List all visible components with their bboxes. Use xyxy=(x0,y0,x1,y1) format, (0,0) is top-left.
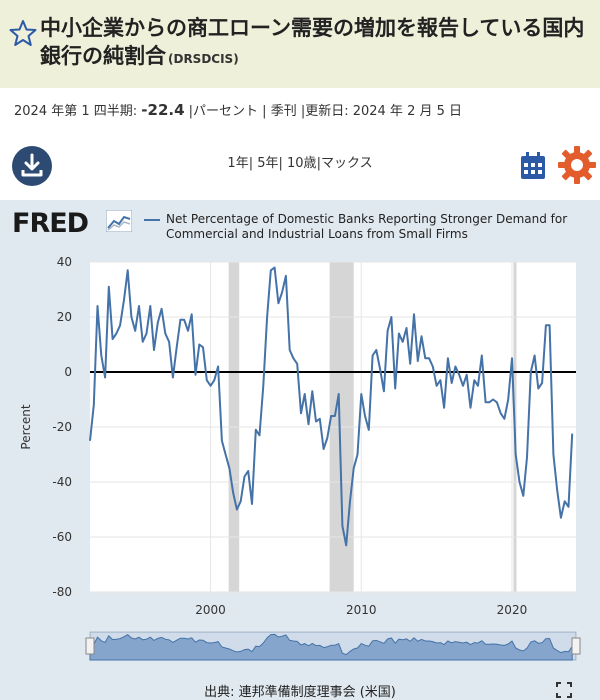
y-tick-label: 0 xyxy=(64,365,72,379)
chart-panel: FRED Net Percentage of Domestic Banks Re… xyxy=(0,200,600,700)
settings-gear-icon[interactable] xyxy=(556,144,598,186)
meta-period: 2024 年第 1 四半期: xyxy=(14,104,138,119)
page-header: 中小企業からの商工ローン需要の増加を報告している国内銀行の純割合 (DRSDCIS… xyxy=(0,0,600,88)
page-title-text: 中小企業からの商工ローン需要の増加を報告している国内銀行の純割合 xyxy=(40,16,585,68)
y-tick-label: -80 xyxy=(52,585,72,599)
y-axis-label: Percent xyxy=(19,404,33,449)
range-1y[interactable]: 1年 xyxy=(227,156,249,171)
date-range-selector: 1年| 5年| 10歳|マックス xyxy=(227,156,373,171)
chart-toolbar: 1年| 5年| 10歳|マックス xyxy=(0,140,600,192)
fullscreen-icon[interactable] xyxy=(556,682,572,698)
navigator-selection[interactable] xyxy=(90,632,576,660)
series-line xyxy=(89,266,574,547)
range-10y[interactable]: 10歳 xyxy=(287,156,317,171)
page-title: 中小企業からの商工ローン需要の増加を報告している国内銀行の純割合 (DRSDCIS… xyxy=(40,14,592,73)
y-tick-label: -60 xyxy=(52,530,72,544)
navigator-series xyxy=(89,633,573,661)
x-tick-label: 2000 xyxy=(195,603,226,617)
calendar-icon[interactable] xyxy=(520,152,546,180)
range-5y[interactable]: 5年 xyxy=(257,156,279,171)
fred-graph-logo-icon xyxy=(105,209,133,236)
fred-logo: FRED xyxy=(12,208,89,239)
series-meta: 2024 年第 1 四半期: -22.4 |パーセント | 季刊 |更新日: 2… xyxy=(14,100,594,119)
y-tick-label: -20 xyxy=(52,420,72,434)
range-max[interactable]: マックス xyxy=(320,156,373,171)
y-tick-label: 20 xyxy=(57,310,72,324)
navigator-handle-right[interactable] xyxy=(571,637,581,655)
x-tick-label: 2020 xyxy=(497,603,528,617)
legend-swatch xyxy=(144,219,160,221)
meta-value: -22.4 xyxy=(141,101,185,119)
y-tick-label: 40 xyxy=(57,255,72,269)
favorite-star-icon[interactable] xyxy=(8,18,38,48)
legend-label: Net Percentage of Domestic Banks Reporti… xyxy=(166,212,568,241)
download-icon[interactable] xyxy=(12,146,52,186)
source-note: 出典: 連邦準備制度理事会 (米国) xyxy=(204,685,396,700)
meta-units: |パーセント | 季刊 |更新日: 2024 年 2 月 5 日 xyxy=(188,104,463,119)
x-tick-label: 2010 xyxy=(346,603,377,617)
series-id: (DRSDCIS) xyxy=(168,52,239,66)
y-tick-label: -40 xyxy=(52,475,72,489)
line-chart: 40 20 0 -20 -40 -60 -80 2000 2010 2020 Percent xyxy=(19,255,581,661)
navigator-handle-left[interactable] xyxy=(85,637,95,655)
